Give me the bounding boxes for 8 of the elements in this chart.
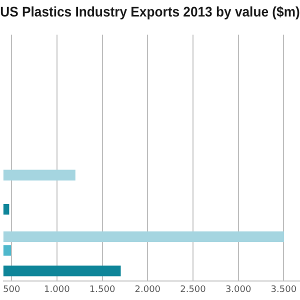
x-tick-label: 3.500: [270, 284, 297, 295]
x-tick-label: 3.000: [225, 284, 252, 295]
x-tick-label: 1.500: [89, 284, 116, 295]
x-tick-label: 2.000: [134, 284, 161, 295]
x-tick-label: 1.000: [44, 284, 70, 295]
x-tick-label: 500: [2, 284, 20, 295]
x-tick-label: 2.500: [180, 284, 206, 295]
chart-title: US Plastics Industry Exports 2013 by value ($m): [0, 4, 300, 20]
